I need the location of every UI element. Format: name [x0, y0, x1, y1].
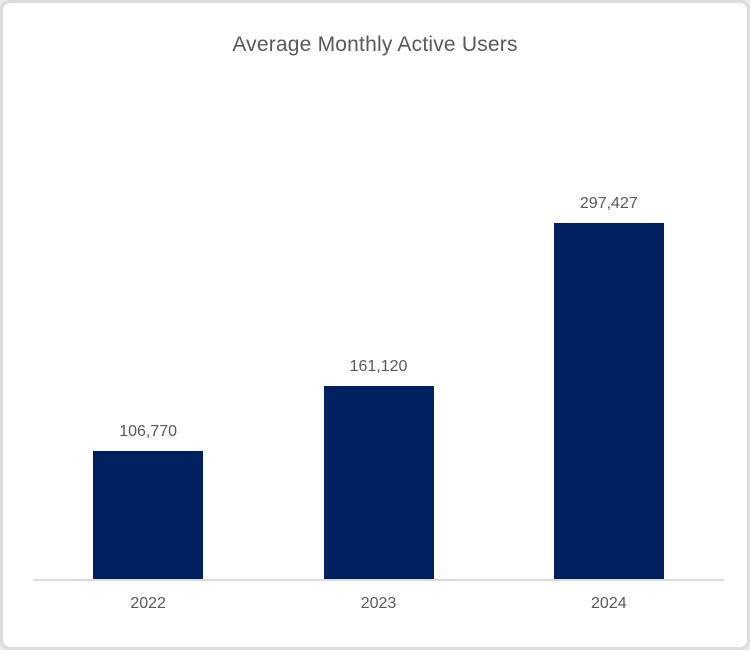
data-label: 161,120	[349, 358, 408, 375]
bar	[553, 223, 664, 579]
bar	[93, 451, 204, 579]
x-axis-label: 2023	[360, 595, 397, 612]
x-axis: 2022 2023 2024	[33, 581, 724, 621]
x-axis-label: 2022	[130, 595, 166, 612]
x-axis-label: 2024	[591, 595, 627, 612]
chart-title: Average Monthly Active Users	[232, 33, 518, 56]
data-label: 297,427	[579, 195, 638, 212]
data-label: 106,770	[119, 423, 178, 440]
bar	[323, 386, 434, 579]
plot-area: 106,770 161,120 297,427	[33, 103, 724, 581]
